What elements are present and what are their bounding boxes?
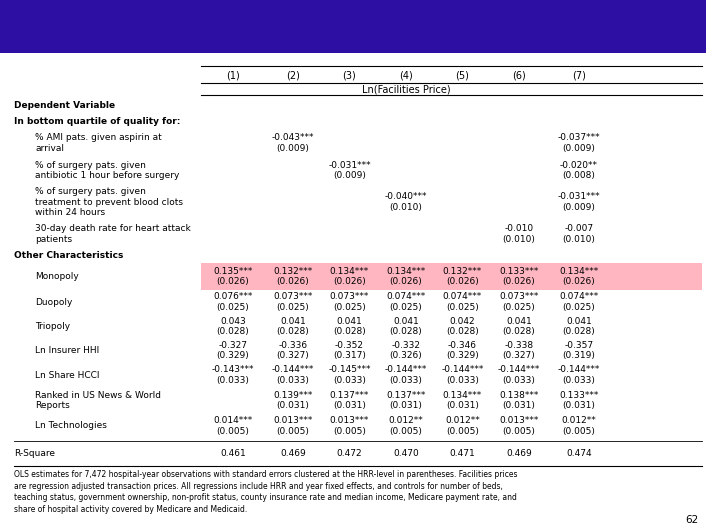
Text: -0.007
(0.010): -0.007 (0.010)	[563, 224, 595, 243]
Text: -0.338
(0.327): -0.338 (0.327)	[503, 341, 535, 360]
Text: 0.073***
(0.025): 0.073*** (0.025)	[273, 293, 313, 312]
Text: (5): (5)	[455, 70, 469, 80]
Text: (1): (1)	[226, 70, 240, 80]
Text: 0.135***
(0.026): 0.135*** (0.026)	[213, 267, 253, 286]
FancyBboxPatch shape	[0, 0, 706, 53]
Text: In bottom quartile of quality for:: In bottom quartile of quality for:	[14, 116, 181, 126]
Text: -0.144***
(0.033): -0.144*** (0.033)	[558, 366, 600, 385]
Text: Triopoly: Triopoly	[35, 322, 71, 331]
Text: 30-day death rate for heart attack
patients: 30-day death rate for heart attack patie…	[35, 224, 191, 243]
Text: % AMI pats. given aspirin at
arrival: % AMI pats. given aspirin at arrival	[35, 133, 162, 152]
Text: Duopoly: Duopoly	[35, 297, 73, 307]
Text: 0.012**
(0.005): 0.012** (0.005)	[388, 416, 424, 435]
Text: (3): (3)	[342, 70, 357, 80]
Text: -0.031***
(0.009): -0.031*** (0.009)	[558, 193, 600, 212]
Text: 0.134***
(0.031): 0.134*** (0.031)	[443, 391, 482, 410]
Text: -0.020**
(0.008): -0.020** (0.008)	[560, 161, 598, 180]
Text: -0.144***
(0.033): -0.144*** (0.033)	[498, 366, 540, 385]
Text: -0.143***
(0.033): -0.143*** (0.033)	[212, 366, 254, 385]
Text: 0.073***
(0.025): 0.073*** (0.025)	[330, 293, 369, 312]
Text: 0.137***
(0.031): 0.137*** (0.031)	[386, 391, 426, 410]
Text: -0.144***
(0.033): -0.144*** (0.033)	[272, 366, 314, 385]
Text: 0.012**
(0.005): 0.012** (0.005)	[561, 416, 597, 435]
Text: 0.474: 0.474	[566, 449, 592, 458]
Text: -0.336
(0.327): -0.336 (0.327)	[277, 341, 309, 360]
Text: 0.013***
(0.005): 0.013*** (0.005)	[499, 416, 539, 435]
Text: 0.137***
(0.031): 0.137*** (0.031)	[330, 391, 369, 410]
Text: 0.138***
(0.031): 0.138*** (0.031)	[499, 391, 539, 410]
Text: 0.132***
(0.026): 0.132*** (0.026)	[273, 267, 313, 286]
Text: 0.074***
(0.025): 0.074*** (0.025)	[443, 293, 482, 312]
Text: 0.134***
(0.026): 0.134*** (0.026)	[559, 267, 599, 286]
Text: 0.461: 0.461	[220, 449, 246, 458]
Text: -0.037***
(0.009): -0.037*** (0.009)	[558, 133, 600, 152]
Text: 0.012**
(0.005): 0.012** (0.005)	[445, 416, 480, 435]
Text: 0.470: 0.470	[393, 449, 419, 458]
Text: Inpatient Regression – Various Quality Measures: Inpatient Regression – Various Quality M…	[8, 17, 522, 36]
Text: -0.040***
(0.010): -0.040*** (0.010)	[385, 193, 427, 212]
Text: (6): (6)	[512, 70, 526, 80]
Text: Monopoly: Monopoly	[35, 272, 79, 281]
Text: 0.074***
(0.025): 0.074*** (0.025)	[559, 293, 599, 312]
Text: 0.074***
(0.025): 0.074*** (0.025)	[386, 293, 426, 312]
Text: 0.013***
(0.005): 0.013*** (0.005)	[330, 416, 369, 435]
Text: 0.133***
(0.026): 0.133*** (0.026)	[499, 267, 539, 286]
Text: 0.076***
(0.025): 0.076*** (0.025)	[213, 293, 253, 312]
Text: R-Square: R-Square	[14, 449, 55, 458]
Text: -0.327
(0.329): -0.327 (0.329)	[217, 341, 249, 360]
Text: -0.144***
(0.033): -0.144*** (0.033)	[441, 366, 484, 385]
Text: 0.469: 0.469	[280, 449, 306, 458]
Text: 0.041
(0.028): 0.041 (0.028)	[390, 317, 422, 336]
Text: (2): (2)	[286, 70, 300, 80]
Text: (4): (4)	[399, 70, 413, 80]
Text: Ln Share HCCI: Ln Share HCCI	[35, 370, 100, 380]
Text: 0.041
(0.028): 0.041 (0.028)	[277, 317, 309, 336]
Text: Ranked in US News & World
Reports: Ranked in US News & World Reports	[35, 391, 161, 410]
Text: 0.042
(0.028): 0.042 (0.028)	[446, 317, 479, 336]
Text: 0.472: 0.472	[337, 449, 362, 458]
Text: 0.041
(0.028): 0.041 (0.028)	[503, 317, 535, 336]
Text: 0.013***
(0.005): 0.013*** (0.005)	[273, 416, 313, 435]
Text: Ln Technologies: Ln Technologies	[35, 421, 107, 431]
Text: 0.469: 0.469	[506, 449, 532, 458]
Text: 0.073***
(0.025): 0.073*** (0.025)	[499, 293, 539, 312]
Text: -0.010
(0.010): -0.010 (0.010)	[503, 224, 535, 243]
FancyBboxPatch shape	[201, 263, 702, 290]
Text: 0.139***
(0.031): 0.139*** (0.031)	[273, 391, 313, 410]
Text: 62: 62	[686, 515, 699, 525]
Text: Other Characteristics: Other Characteristics	[14, 251, 124, 260]
Text: % of surgery pats. given
treatment to prevent blood clots
within 24 hours: % of surgery pats. given treatment to pr…	[35, 187, 184, 217]
Text: Dependent Variable: Dependent Variable	[14, 101, 115, 110]
Text: -0.031***
(0.009): -0.031*** (0.009)	[328, 161, 371, 180]
Text: -0.332
(0.326): -0.332 (0.326)	[390, 341, 422, 360]
Text: -0.357
(0.319): -0.357 (0.319)	[563, 341, 595, 360]
Text: Ln Insurer HHI: Ln Insurer HHI	[35, 346, 100, 355]
Text: 0.134***
(0.026): 0.134*** (0.026)	[330, 267, 369, 286]
Text: -0.043***
(0.009): -0.043*** (0.009)	[272, 133, 314, 152]
Text: OLS estimates for 7,472 hospital-year observations with standard errors clustere: OLS estimates for 7,472 hospital-year ob…	[14, 470, 517, 514]
Text: % of surgery pats. given
antibiotic 1 hour before surgery: % of surgery pats. given antibiotic 1 ho…	[35, 161, 179, 180]
Text: -0.144***
(0.033): -0.144*** (0.033)	[385, 366, 427, 385]
Text: Ln(Facilities Price): Ln(Facilities Price)	[361, 85, 450, 94]
Text: 0.043
(0.028): 0.043 (0.028)	[217, 317, 249, 336]
Text: (7): (7)	[572, 70, 586, 80]
Text: -0.145***
(0.033): -0.145*** (0.033)	[328, 366, 371, 385]
Text: 0.041
(0.028): 0.041 (0.028)	[563, 317, 595, 336]
Text: 0.014***
(0.005): 0.014*** (0.005)	[213, 416, 253, 435]
Text: 0.471: 0.471	[450, 449, 475, 458]
Text: 0.133***
(0.031): 0.133*** (0.031)	[559, 391, 599, 410]
Text: 0.041
(0.028): 0.041 (0.028)	[333, 317, 366, 336]
Text: 0.132***
(0.026): 0.132*** (0.026)	[443, 267, 482, 286]
Text: -0.346
(0.329): -0.346 (0.329)	[446, 341, 479, 360]
Text: 0.134***
(0.026): 0.134*** (0.026)	[386, 267, 426, 286]
Text: -0.352
(0.317): -0.352 (0.317)	[333, 341, 366, 360]
